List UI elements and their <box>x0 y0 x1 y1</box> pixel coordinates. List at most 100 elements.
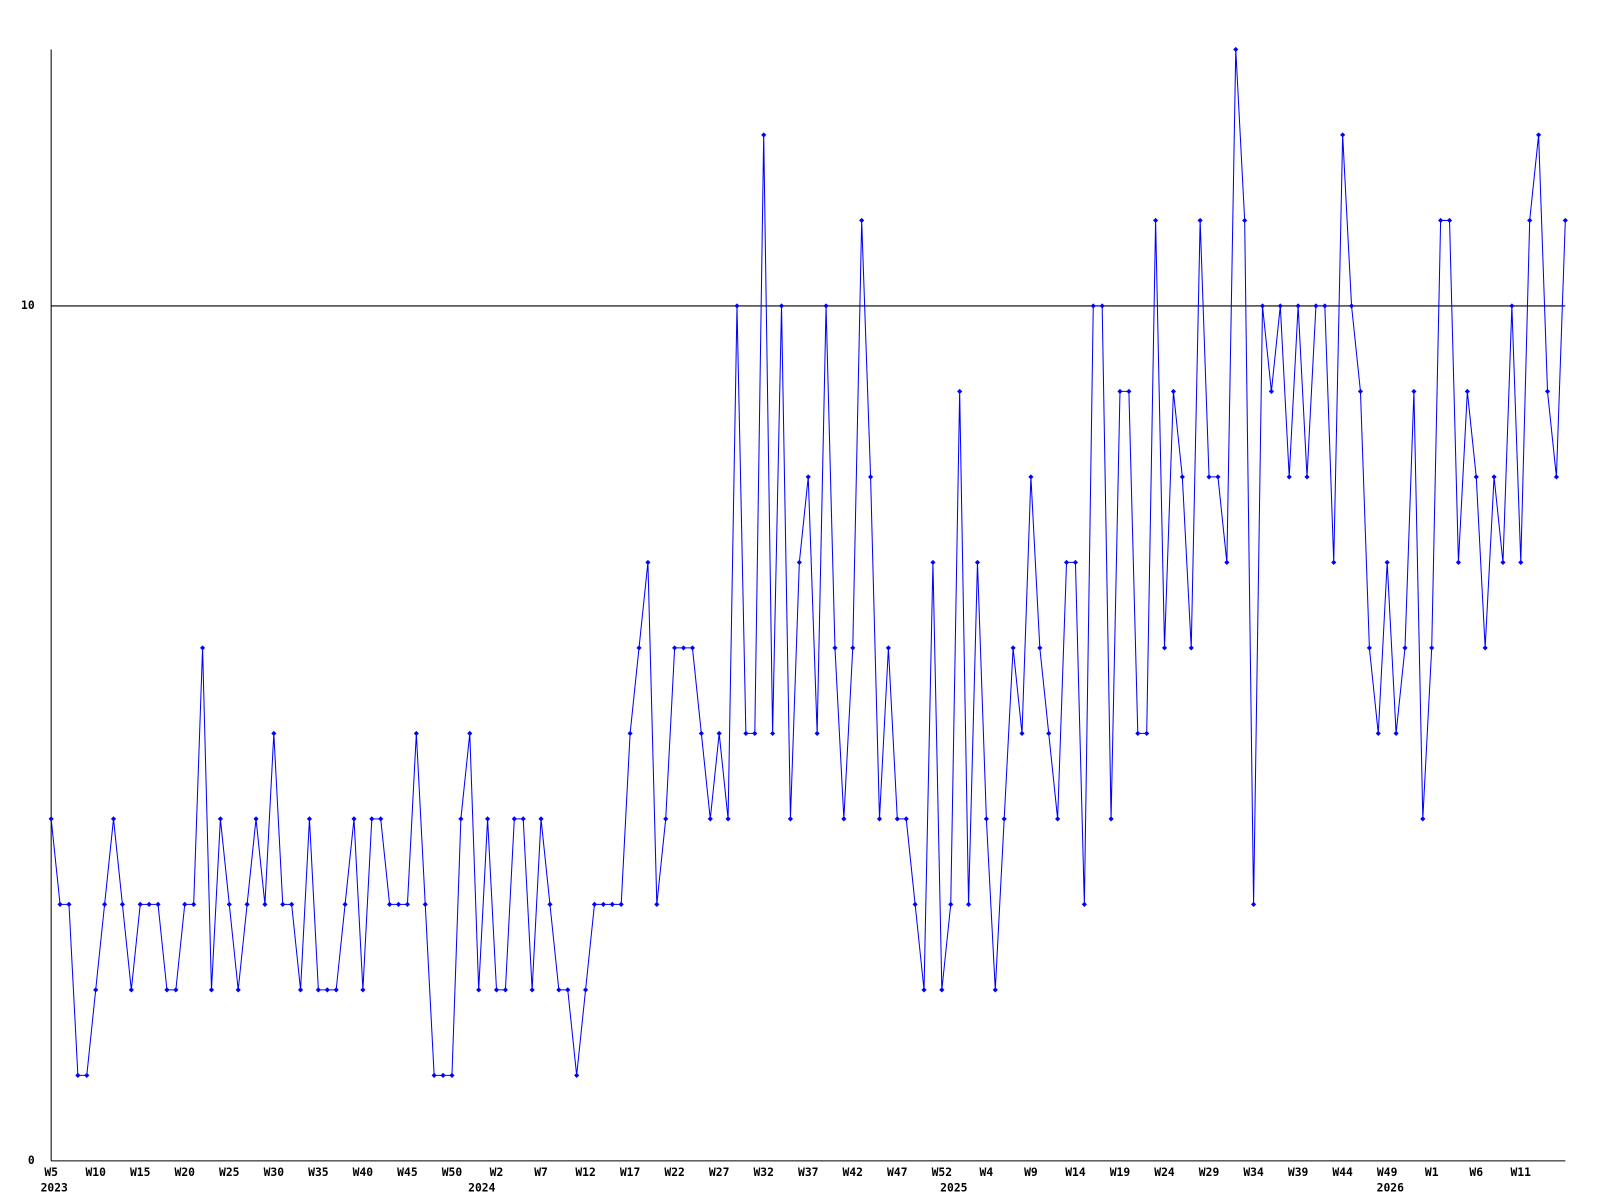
x-tick-label: W52 <box>932 1165 952 1179</box>
data-point <box>102 901 108 907</box>
data-point <box>565 987 571 993</box>
data-point <box>859 217 865 224</box>
data-point <box>770 730 776 736</box>
data-point <box>948 901 954 907</box>
data-point <box>1224 559 1230 565</box>
data-point <box>823 303 829 309</box>
data-point <box>1500 559 1506 565</box>
data-point <box>680 645 687 651</box>
data-point <box>1099 303 1105 309</box>
x-year-label: 2025 <box>940 1181 967 1195</box>
data-point <box>618 901 624 907</box>
data-point <box>226 901 232 907</box>
data-point <box>1126 388 1132 394</box>
data-point <box>1553 474 1559 480</box>
data-point <box>1464 388 1470 394</box>
x-tick-label: W1 <box>1425 1165 1439 1179</box>
data-point <box>1420 816 1426 822</box>
y-tick-label: 0 <box>28 1153 35 1167</box>
x-year-label: 2026 <box>1377 1181 1404 1195</box>
data-line <box>50 49 1566 1076</box>
x-tick-label: W39 <box>1288 1165 1309 1179</box>
data-point <box>360 987 366 993</box>
data-point <box>1322 303 1328 309</box>
data-point <box>734 303 740 309</box>
data-point <box>1482 645 1488 651</box>
data-point <box>1393 730 1399 736</box>
data-point <box>876 816 883 822</box>
data-point <box>930 559 936 565</box>
x-tick-label: W47 <box>887 1165 907 1179</box>
data-point <box>582 987 589 993</box>
data-point <box>458 816 464 822</box>
data-point <box>66 901 72 907</box>
data-point <box>1259 303 1266 309</box>
data-point <box>1286 474 1292 480</box>
data-point <box>1046 730 1052 736</box>
data-point <box>885 645 891 651</box>
data-point <box>1268 388 1274 394</box>
data-point <box>315 987 321 993</box>
data-point <box>591 901 598 907</box>
data-point <box>280 901 286 907</box>
data-point <box>1446 217 1453 224</box>
x-tick-label: W20 <box>175 1165 196 1179</box>
data-point <box>538 816 544 822</box>
data-point <box>778 303 785 309</box>
data-point <box>485 816 491 822</box>
data-point <box>716 730 722 736</box>
data-point <box>476 987 482 993</box>
data-point <box>1295 303 1301 309</box>
data-point <box>1206 474 1212 480</box>
data-point <box>672 645 678 651</box>
data-point <box>1251 901 1257 907</box>
data-point <box>894 816 900 822</box>
x-tick-label: W27 <box>709 1165 729 1179</box>
x-year-label: 2024 <box>468 1181 495 1195</box>
data-point <box>1313 303 1319 309</box>
data-point <box>796 559 802 565</box>
x-tick-label: W15 <box>130 1165 151 1179</box>
x-tick-label: W17 <box>620 1165 640 1179</box>
data-point <box>271 730 277 736</box>
x-tick-label: W25 <box>219 1165 240 1179</box>
x-year-label: 2023 <box>41 1181 68 1195</box>
data-point <box>868 474 874 480</box>
data-point <box>297 987 304 993</box>
data-point <box>1348 303 1355 309</box>
data-point <box>75 1072 81 1078</box>
x-tick-label: W19 <box>1110 1165 1131 1179</box>
data-point <box>1090 303 1096 309</box>
x-tick-label: W37 <box>798 1165 818 1179</box>
data-point <box>155 901 161 907</box>
data-point <box>1518 559 1524 565</box>
data-point <box>217 816 223 822</box>
data-point <box>1331 559 1337 565</box>
data-point <box>547 901 553 907</box>
data-point <box>1135 730 1141 736</box>
data-point <box>164 987 170 993</box>
data-point <box>351 816 357 822</box>
data-point <box>502 987 508 993</box>
data-point <box>743 730 749 736</box>
data-point <box>1117 388 1123 394</box>
data-point <box>912 901 918 907</box>
x-tick-label: W45 <box>397 1165 418 1179</box>
data-point <box>609 901 615 907</box>
data-point <box>761 132 767 138</box>
data-point <box>146 901 152 907</box>
data-point <box>1438 217 1444 224</box>
data-point <box>1366 645 1372 651</box>
data-point <box>1491 474 1497 480</box>
x-tick-label: W24 <box>1154 1165 1175 1179</box>
data-point <box>404 901 411 907</box>
data-point <box>208 987 215 993</box>
data-point <box>128 987 134 993</box>
data-point <box>1108 816 1114 822</box>
data-point <box>324 987 330 993</box>
data-point <box>974 559 981 565</box>
x-tick-label: W11 <box>1511 1165 1532 1179</box>
data-point <box>306 816 313 822</box>
data-point <box>520 816 526 822</box>
